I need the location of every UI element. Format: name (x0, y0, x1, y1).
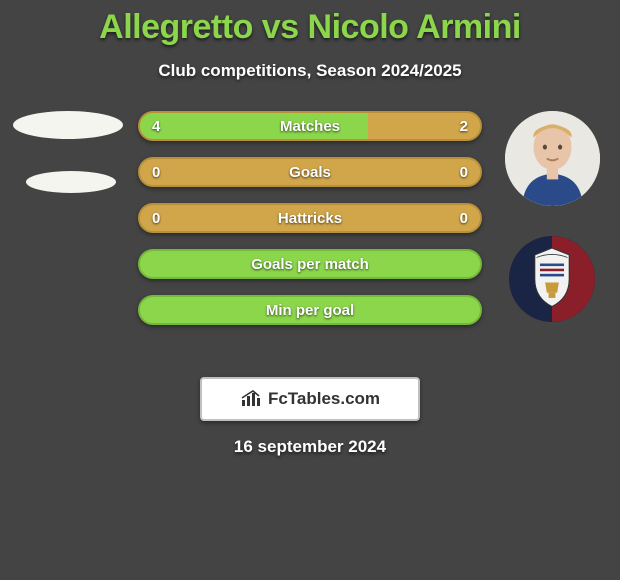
right-player-column (492, 111, 612, 322)
subtitle: Club competitions, Season 2024/2025 (0, 61, 620, 81)
club-badge (509, 236, 595, 322)
stat-right-value: 0 (460, 159, 468, 185)
stat-label: Goals per match (140, 251, 480, 277)
stat-row-goals: 0 Goals 0 (138, 157, 482, 187)
branding-text: FcTables.com (268, 389, 380, 409)
stat-label: Hattricks (140, 205, 480, 231)
comparison-panel: 4 Matches 2 0 Goals 0 0 Hattricks 0 Goal… (0, 111, 620, 371)
stat-label: Matches (140, 113, 480, 139)
page-title: Allegretto vs Nicolo Armini (0, 0, 620, 47)
bar-chart-icon (240, 390, 264, 408)
branding-inner: FcTables.com (240, 389, 380, 409)
stat-row-goals-per-match: Goals per match (138, 249, 482, 279)
club-badge-icon (509, 236, 595, 322)
player-portrait (505, 111, 600, 206)
club-placeholder-oval (26, 171, 116, 193)
stat-label: Min per goal (140, 297, 480, 323)
stat-row-min-per-goal: Min per goal (138, 295, 482, 325)
stat-row-matches: 4 Matches 2 (138, 111, 482, 141)
stat-right-value: 2 (460, 113, 468, 139)
stat-right-value: 0 (460, 205, 468, 231)
stat-bars: 4 Matches 2 0 Goals 0 0 Hattricks 0 Goal… (138, 111, 482, 341)
player-placeholder-oval (13, 111, 123, 139)
date-text: 16 september 2024 (0, 437, 620, 457)
left-player-column (8, 111, 128, 193)
stat-label: Goals (140, 159, 480, 185)
portrait-icon (505, 111, 600, 206)
branding-box: FcTables.com (200, 377, 420, 421)
stat-row-hattricks: 0 Hattricks 0 (138, 203, 482, 233)
